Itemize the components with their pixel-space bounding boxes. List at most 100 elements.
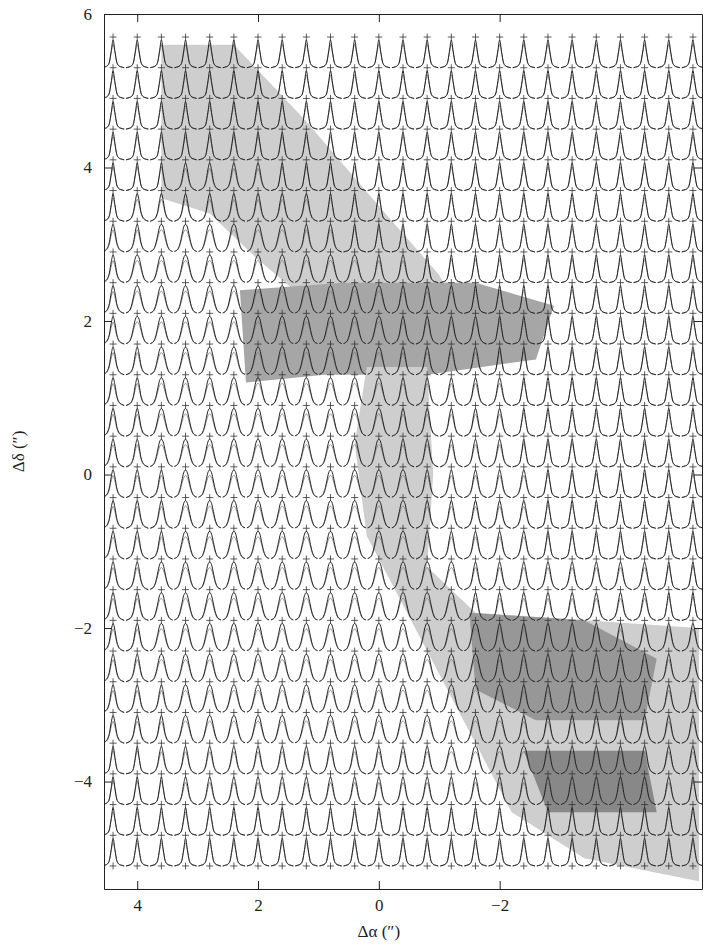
model-profile bbox=[585, 690, 607, 712]
spectrum bbox=[344, 163, 366, 191]
spectrum bbox=[416, 808, 438, 836]
grid-cross bbox=[303, 586, 310, 593]
grid-cross bbox=[520, 218, 527, 225]
grid-cross bbox=[617, 617, 624, 624]
spectrum bbox=[537, 654, 559, 682]
grid-cross bbox=[230, 862, 237, 869]
model-profile bbox=[440, 198, 462, 221]
model-profile bbox=[464, 445, 486, 467]
grid-cross bbox=[593, 709, 600, 716]
spectrum bbox=[392, 439, 414, 467]
spectrum bbox=[319, 777, 341, 805]
grid-cross bbox=[255, 279, 262, 286]
model-profile bbox=[609, 136, 631, 159]
model-profile bbox=[634, 259, 656, 282]
spectrum bbox=[174, 746, 196, 774]
grid-cross bbox=[375, 402, 382, 409]
grid-cross bbox=[448, 187, 455, 194]
spectrum bbox=[344, 501, 366, 528]
grid-cross bbox=[689, 371, 696, 378]
grid-cross bbox=[351, 617, 358, 624]
spectrum bbox=[489, 102, 511, 130]
spectrum bbox=[223, 194, 245, 222]
grid-cross bbox=[617, 218, 624, 225]
spectrum bbox=[271, 255, 293, 282]
spectrum bbox=[392, 777, 414, 805]
grid-cross bbox=[424, 494, 431, 501]
spectrum bbox=[464, 255, 486, 283]
grid-cross bbox=[303, 341, 310, 348]
spectrum bbox=[561, 163, 583, 191]
spectrum bbox=[416, 132, 438, 160]
model-profile bbox=[609, 413, 631, 436]
spectrum bbox=[561, 562, 583, 590]
model-profile bbox=[247, 752, 269, 774]
grid-cross bbox=[375, 34, 382, 41]
grid-cross bbox=[400, 402, 407, 409]
spectrum bbox=[513, 593, 535, 621]
model-profile bbox=[537, 474, 559, 497]
grid-cross bbox=[206, 617, 213, 624]
spectrum bbox=[319, 224, 341, 252]
model-profile bbox=[658, 690, 680, 712]
spectrum bbox=[174, 623, 196, 650]
grid-cross bbox=[641, 709, 648, 716]
spectrum bbox=[609, 132, 631, 160]
spectrum bbox=[295, 439, 317, 466]
grid-cross bbox=[593, 187, 600, 194]
grid-cross bbox=[303, 494, 310, 501]
spectrum bbox=[464, 777, 486, 805]
spectrum bbox=[295, 808, 317, 836]
grid-cross bbox=[255, 248, 262, 255]
grid-cross bbox=[182, 371, 189, 378]
model-profile bbox=[440, 782, 462, 804]
grid-cross bbox=[593, 740, 600, 747]
spectrum bbox=[295, 685, 317, 712]
spectrum bbox=[416, 40, 438, 68]
model-profile bbox=[464, 414, 486, 436]
spectrum bbox=[682, 163, 702, 191]
spectrum bbox=[104, 409, 124, 437]
grid-cross bbox=[255, 709, 262, 716]
grid-cross bbox=[230, 832, 237, 839]
grid-cross bbox=[641, 64, 648, 71]
grid-cross bbox=[327, 678, 334, 685]
grid-cross bbox=[569, 832, 576, 839]
model-profile bbox=[440, 44, 462, 67]
spectrum bbox=[295, 194, 317, 222]
model-profile bbox=[561, 660, 583, 682]
model-profile bbox=[561, 505, 583, 528]
model-profile bbox=[634, 660, 656, 682]
grid-cross bbox=[158, 740, 165, 747]
spectrum bbox=[150, 531, 172, 559]
grid-cross bbox=[375, 617, 382, 624]
grid-cross bbox=[544, 126, 551, 133]
grid-cross bbox=[689, 494, 696, 501]
grid-cross bbox=[665, 402, 672, 409]
grid-cross bbox=[400, 34, 407, 41]
spectrum bbox=[513, 163, 535, 191]
model-profile bbox=[658, 290, 680, 313]
spectrum bbox=[464, 132, 486, 160]
spectrum bbox=[440, 746, 462, 773]
grid-cross bbox=[496, 709, 503, 716]
grid-cross bbox=[134, 310, 141, 317]
model-profile bbox=[658, 228, 680, 251]
grid-cross bbox=[206, 586, 213, 593]
grid-cross bbox=[472, 248, 479, 255]
spectrum bbox=[150, 194, 172, 222]
spectrum bbox=[126, 163, 148, 191]
grid-cross bbox=[351, 801, 358, 808]
spectrum bbox=[416, 531, 438, 559]
grid-cross bbox=[134, 156, 141, 163]
spectrum bbox=[368, 623, 390, 650]
model-profile bbox=[271, 75, 293, 98]
grid-cross bbox=[327, 648, 334, 655]
spectrum bbox=[392, 224, 414, 252]
model-profile bbox=[344, 228, 366, 251]
spectrum bbox=[295, 224, 317, 252]
model-profile bbox=[126, 353, 148, 375]
grid-cross bbox=[351, 279, 358, 286]
grid-cross bbox=[544, 617, 551, 624]
grid-cross bbox=[110, 617, 117, 624]
